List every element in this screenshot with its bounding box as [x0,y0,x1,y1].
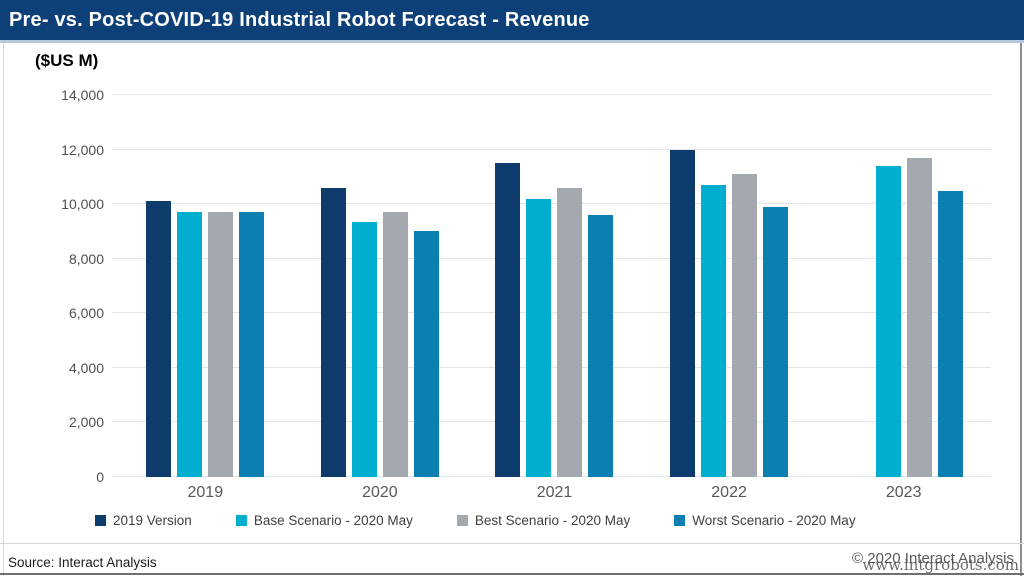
right-border [1020,43,1022,576]
footer-divider [0,543,1024,544]
x-axis-label-2019: 2019 [187,484,224,501]
gridline [112,476,991,477]
bar-worst-scenario-2020-may-2021 [588,215,614,477]
chart-title: Pre- vs. Post-COVID-19 Industrial Robot … [9,8,590,31]
legend-item-2019-version: 2019 Version [95,513,192,528]
legend-item-worst-scenario-2020-may: Worst Scenario - 2020 May [674,513,856,528]
bar-2019-version-2019 [146,201,172,477]
bar-worst-scenario-2020-may-2020 [413,231,439,477]
y-axis-tick-label: 10,000 [61,196,104,213]
bar-worst-scenario-2020-may-2023 [937,190,963,477]
plot-area [112,94,991,477]
x-axis-label-2020: 2020 [362,484,398,501]
title-accent-line [0,40,1024,43]
x-axis: 2019 2020 2021 2022 2023 [118,484,991,502]
legend-label: 2019 Version [113,513,192,528]
y-axis-tick-label: 8,000 [68,250,104,267]
legend-swatch-icon [674,515,686,526]
legend-swatch-icon [235,515,247,526]
bar-group-2020 [293,95,468,477]
gridline [112,203,991,205]
bar-best-scenario-2020-may-2020 [382,212,408,477]
legend-swatch-icon [95,515,106,526]
legend-label: Best Scenario - 2020 May [474,513,631,528]
x-axis-label-2021: 2021 [536,484,573,501]
y-axis-tick-label: 6,000 [68,305,104,322]
gridline [112,148,991,150]
bar-best-scenario-2020-may-2021 [557,187,583,477]
bar-2019-version-2022 [670,149,696,477]
bar-groups [118,95,991,477]
copyright-text: © 2020 Interact Analysis [852,550,1014,567]
bar-worst-scenario-2020-may-2019 [239,212,265,477]
y-axis: 0 2,000 4,000 6,000 8,000 10,000 12,000 14,000 [28,87,104,485]
bar-base-scenario-2020-may-2021 [526,198,552,477]
gridline [112,366,991,368]
legend-item-base-scenario-2020-may: Base Scenario - 2020 May [235,513,413,528]
y-axis-tick-label: 14,000 [61,87,104,103]
gridline [112,312,991,314]
source-text: Source: Interact Analysis [8,555,157,570]
bar-best-scenario-2020-may-2023 [906,157,932,477]
legend-swatch-icon [456,515,468,526]
x-axis-label-2022: 2022 [711,484,747,501]
legend: 2019 Version Base Scenario - 2020 May Best… [95,513,856,528]
bar-base-scenario-2020-may-2022 [701,185,727,477]
title-bar: Pre- vs. Post-COVID-19 Industrial Robot … [0,0,1024,40]
bottom-border [0,573,1024,575]
legend-label: Worst Scenario - 2020 May [692,513,856,528]
bar-group-2023 [816,95,991,477]
legend-item-best-scenario-2020-may: Best Scenario - 2020 May [456,513,631,528]
bar-group-2019 [118,95,293,477]
y-axis-tick-label: 0 [96,469,104,485]
bar-2019-version-2021 [495,163,521,477]
gridline [112,257,991,259]
bar-group-2022 [642,95,817,477]
bar-base-scenario-2020-may-2019 [177,212,203,477]
y-axis-tick-label: 12,000 [61,141,104,158]
bar-2019-version-2020 [320,187,346,477]
y-axis-tick-label: 4,000 [68,359,104,376]
bar-worst-scenario-2020-may-2022 [763,206,789,477]
y-axis-units-label: ($US M) [35,51,99,70]
bar-best-scenario-2020-may-2019 [208,212,234,477]
gridline [112,421,991,423]
x-axis-label-2023: 2023 [885,484,922,501]
bar-best-scenario-2020-may-2022 [732,174,758,477]
watermark-text: www.intgrobots.com [862,556,1019,574]
bar-group-2021 [467,95,642,477]
legend-label: Base Scenario - 2020 May [253,513,413,528]
left-border [3,43,4,576]
bar-base-scenario-2020-may-2023 [875,165,901,477]
y-axis-tick-label: 2,000 [68,414,104,431]
bar-base-scenario-2020-may-2020 [351,221,377,477]
gridline [112,94,991,95]
